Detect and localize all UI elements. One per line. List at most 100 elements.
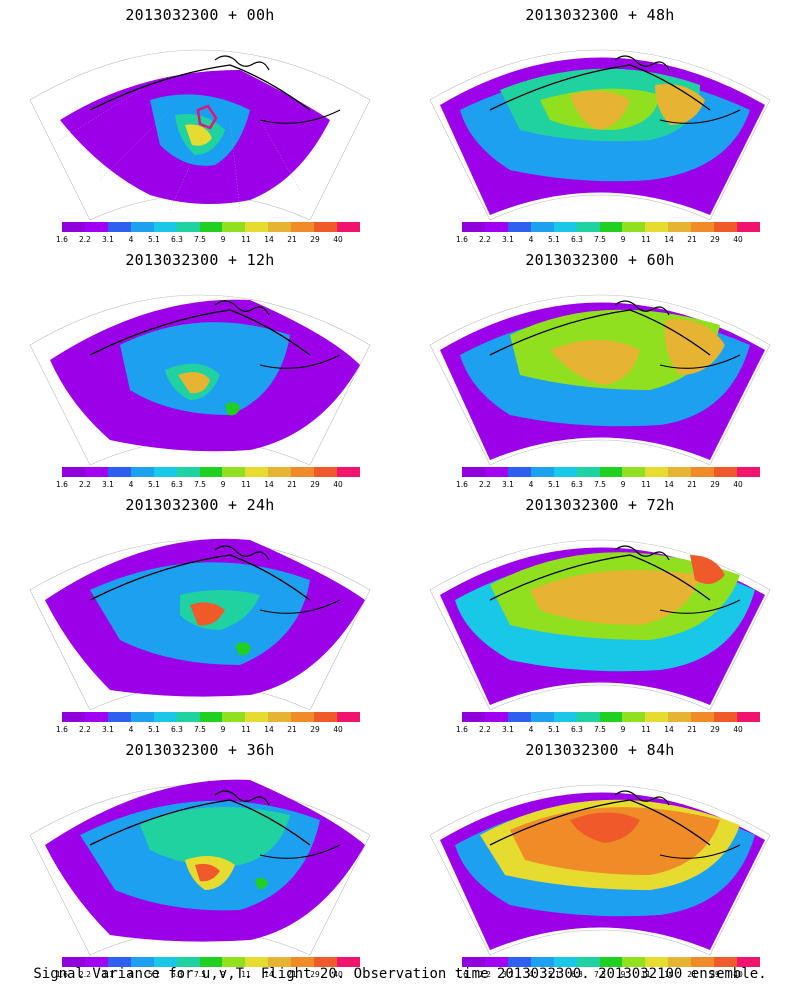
colorbar-labels: 1.6 2.2 3.1 4 5.1 6.3 7.5 9 11 14 21 29 … (52, 970, 372, 980)
colorbar-label: 5.1 (148, 725, 160, 734)
colorbar-swatch (622, 467, 646, 477)
colorbar-swatch (176, 957, 200, 967)
colorbar-label: 3.1 (502, 970, 514, 979)
colorbar-label: 29 (710, 725, 720, 734)
colorbar-label: 40 (333, 970, 343, 979)
colorbar-swatch (576, 957, 600, 967)
colorbar-swatch (84, 712, 108, 722)
colorbar-label: 14 (264, 725, 274, 734)
colorbar (462, 957, 760, 967)
colorbar-swatch (130, 467, 154, 477)
colorbar-label: 14 (264, 235, 274, 244)
colorbar-swatch (645, 467, 669, 477)
variance-map (29, 779, 371, 955)
colorbar-label: 5.1 (148, 970, 160, 979)
colorbar-label: 21 (687, 235, 697, 244)
colorbar-swatch (553, 957, 577, 967)
colorbar-label: 11 (641, 480, 651, 489)
colorbar-swatch (553, 222, 577, 232)
colorbar-swatch (553, 467, 577, 477)
colorbar-label: 40 (333, 725, 343, 734)
colorbar-label: 9 (620, 235, 626, 244)
colorbar-swatch (737, 222, 760, 232)
colorbar-swatch (291, 957, 315, 967)
colorbar-label: 7.5 (194, 480, 206, 489)
colorbar-swatch (314, 957, 338, 967)
colorbar-label: 2.2 (479, 480, 491, 489)
colorbar-label: 4 (128, 725, 134, 734)
colorbar-label: 2.2 (79, 970, 91, 979)
colorbar-swatch (337, 467, 360, 477)
variance-map (29, 49, 371, 220)
colorbar-swatch (245, 222, 269, 232)
colorbar-swatch (507, 467, 531, 477)
colorbar-swatch (622, 712, 646, 722)
colorbar-label: 3.1 (502, 480, 514, 489)
colorbar-swatch (199, 222, 223, 232)
colorbar-label: 21 (287, 725, 297, 734)
colorbar-label: 9 (220, 725, 226, 734)
panel-title: 2013032300 + 24h (125, 496, 275, 514)
panel-title: 2013032300 + 00h (125, 6, 275, 24)
colorbar-swatch (462, 467, 485, 477)
colorbar-swatch (576, 712, 600, 722)
colorbar-swatch (645, 222, 669, 232)
colorbar-swatch (337, 712, 360, 722)
colorbar-swatch (107, 957, 131, 967)
colorbar-label: 29 (310, 970, 320, 979)
variance-map (429, 539, 771, 710)
map-panel-00h: 2013032300 + 00h 1.6 2.2 3.1 4 5.1 6.3 7… (0, 0, 400, 245)
colorbar-swatch (107, 467, 131, 477)
colorbar-swatch (576, 222, 600, 232)
colorbar-swatch (530, 712, 554, 722)
colorbar-swatch (645, 957, 669, 967)
panel-title: 2013032300 + 72h (525, 496, 675, 514)
colorbar-label: 1.6 (456, 725, 468, 734)
colorbar-swatch (245, 467, 269, 477)
colorbar-swatch (245, 957, 269, 967)
colorbar-label: 4 (128, 480, 134, 489)
colorbar-swatch (484, 467, 508, 477)
figure-caption: Signal Variance for u,v,T. Flight 20. Ob… (33, 966, 767, 982)
colorbar-label: 4 (528, 480, 534, 489)
colorbar-label: 29 (310, 235, 320, 244)
colorbar-label: 5.1 (148, 235, 160, 244)
colorbar-label: 11 (641, 235, 651, 244)
colorbar-swatch (222, 222, 246, 232)
colorbar-swatch (462, 222, 485, 232)
colorbar-label: 7.5 (594, 970, 606, 979)
colorbar-label: 40 (733, 235, 743, 244)
colorbar-label: 4 (528, 235, 534, 244)
colorbar-label: 14 (664, 480, 674, 489)
colorbar (462, 712, 760, 722)
colorbar-labels: 1.6 2.2 3.1 4 5.1 6.3 7.5 9 11 14 21 29 … (52, 235, 372, 245)
colorbar-labels: 1.6 2.2 3.1 4 5.1 6.3 7.5 9 11 14 21 29 … (52, 480, 372, 490)
colorbar-swatch (130, 957, 154, 967)
colorbar-swatch (507, 957, 531, 967)
colorbar-swatch (268, 467, 292, 477)
colorbar-swatch (530, 467, 554, 477)
colorbar-label: 11 (241, 970, 251, 979)
colorbar-swatch (668, 712, 692, 722)
colorbar-swatch (268, 222, 292, 232)
colorbar-swatch (599, 222, 623, 232)
colorbar-swatch (84, 222, 108, 232)
colorbar-swatch (130, 712, 154, 722)
colorbar-label: 5.1 (148, 480, 160, 489)
colorbar-swatch (622, 957, 646, 967)
colorbar-label: 1.6 (456, 480, 468, 489)
colorbar-swatch (599, 957, 623, 967)
colorbar-label: 14 (664, 725, 674, 734)
colorbar (462, 467, 760, 477)
colorbar-label: 7.5 (194, 970, 206, 979)
colorbar (62, 467, 360, 477)
colorbar-label: 14 (264, 480, 274, 489)
map-panel-60h: 2013032300 + 60h 1.6 2.2 3.1 4 5.1 6.3 7… (400, 245, 800, 490)
colorbar-label: 5.1 (548, 725, 560, 734)
colorbar-label: 9 (220, 480, 226, 489)
colorbar-swatch (314, 222, 338, 232)
colorbar-swatch (176, 712, 200, 722)
colorbar-label: 3.1 (502, 725, 514, 734)
colorbar-label: 9 (220, 970, 226, 979)
colorbar-label: 14 (264, 970, 274, 979)
